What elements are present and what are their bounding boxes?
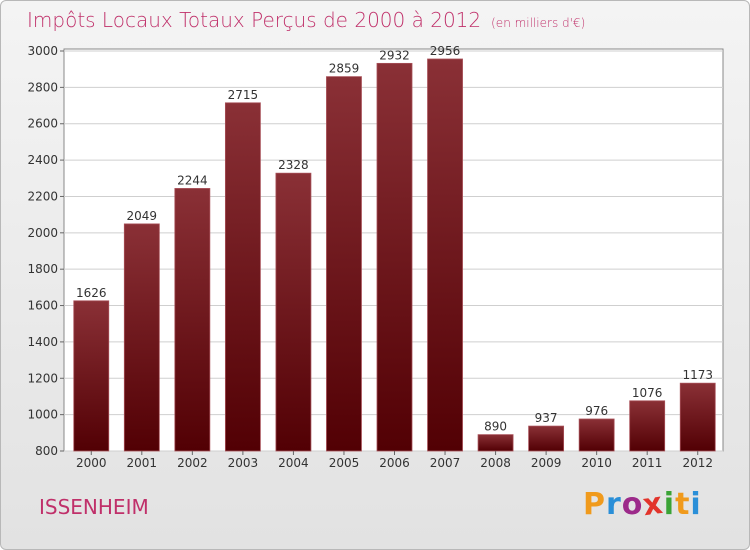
bar-2004 [275, 172, 312, 452]
bar-2005 [326, 76, 362, 452]
x-tick-label-2005: 2005 [329, 456, 360, 470]
logo-letter: o [621, 487, 644, 522]
y-tick-label: 2200 [27, 189, 58, 203]
y-tick-label: 3000 [27, 44, 58, 58]
x-tick-label-2010: 2010 [581, 456, 612, 470]
bar-2002 [174, 188, 211, 452]
x-tick-label-2001: 2001 [127, 456, 158, 470]
bar-2003 [224, 102, 261, 452]
data-label-2006: 2932 [379, 48, 410, 62]
data-label-2002: 2244 [177, 173, 208, 187]
x-tick-label-2006: 2006 [379, 456, 410, 470]
data-label-2009: 937 [535, 411, 558, 425]
data-label-2011: 1076 [632, 386, 663, 400]
logo-letter: t [675, 487, 691, 522]
bar-2009 [528, 425, 565, 452]
data-label-2005: 2859 [329, 62, 360, 76]
data-label-2008: 890 [484, 420, 507, 434]
city-name: ISSENHEIM [39, 495, 149, 519]
x-tick-label-2012: 2012 [682, 456, 713, 470]
chart-title: Impôts Locaux Totaux Perçus de 2000 à 20… [27, 8, 585, 32]
y-tick-label: 1800 [27, 262, 58, 276]
y-tick-label: 2800 [27, 80, 58, 94]
bar-2010 [578, 418, 615, 452]
logo-letter: i [690, 487, 702, 522]
logo-letter: P [583, 487, 606, 522]
x-tick-label-2011: 2011 [632, 456, 663, 470]
bar-2008 [477, 434, 514, 452]
bar-2001 [123, 223, 160, 452]
y-tick-label: 1000 [27, 408, 58, 422]
x-tick-label-2000: 2000 [76, 456, 107, 470]
data-label-2007: 2956 [430, 44, 461, 58]
x-tick-label-2007: 2007 [430, 456, 461, 470]
data-label-2012: 1173 [682, 368, 713, 382]
bar-2012 [679, 382, 716, 452]
bar-2007 [427, 58, 463, 452]
logo-letter: r [606, 487, 622, 522]
x-tick-label-2004: 2004 [278, 456, 309, 470]
logo-letter: x [641, 485, 667, 524]
x-tick-label-2008: 2008 [480, 456, 511, 470]
logo-letter: i [663, 487, 676, 522]
x-tick-label-2003: 2003 [228, 456, 259, 470]
data-label-2010: 976 [585, 404, 608, 418]
bar-2006 [376, 62, 413, 452]
data-label-2004: 2328 [278, 158, 309, 172]
data-label-2001: 2049 [127, 209, 158, 223]
proxiti-logo: Proxiti [583, 485, 702, 524]
y-axis-ticks: 800 1000 1200 1400 1600 1800 2000 2200 2400 2600 2… [27, 44, 64, 458]
y-tick-label: 2600 [27, 117, 58, 131]
x-tick-label-2009: 2009 [531, 456, 562, 470]
chart-subtitle: (en milliers d'€) [491, 16, 586, 30]
y-tick-label: 2000 [27, 226, 58, 240]
bar-2011 [629, 400, 666, 452]
bars: 1626 2049 2244 2715 2328 2859 2932 2956 890 937 97… [73, 44, 716, 452]
bar-2000 [73, 300, 110, 452]
y-tick-label: 1400 [27, 335, 58, 349]
y-tick-label: 800 [35, 444, 58, 458]
y-tick-label: 2400 [27, 153, 58, 167]
data-label-2003: 2715 [228, 88, 259, 102]
x-axis-ticks: 2000 2001 2002 2003 2004 2005 2006 2007 2008 2009… [76, 451, 713, 470]
data-label-2000: 1626 [76, 286, 107, 300]
y-tick-label: 1200 [27, 371, 58, 385]
chart-title-text: Impôts Locaux Totaux Perçus de 2000 à 20… [27, 8, 482, 32]
y-tick-label: 1600 [27, 299, 58, 313]
x-tick-label-2002: 2002 [177, 456, 208, 470]
